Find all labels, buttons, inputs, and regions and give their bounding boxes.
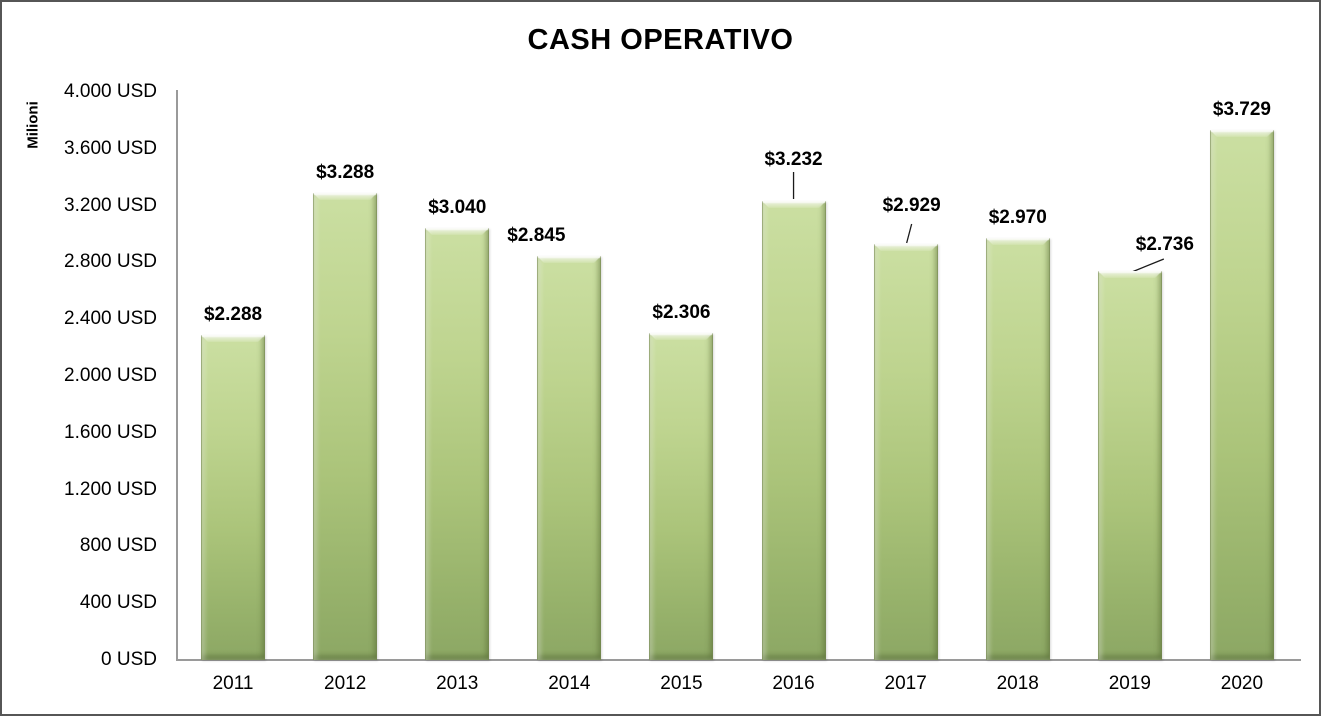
x-tick-label-2015: 2015 [660, 673, 703, 694]
x-tick-label-2018: 2018 [996, 673, 1039, 694]
leader-line-2017 [906, 223, 913, 244]
data-label-2011: $2.288 [203, 304, 263, 325]
data-label-2014: $2.845 [507, 225, 566, 246]
bar-2013 [425, 228, 489, 660]
y-tick-label: 1.600 USD [64, 421, 157, 443]
bar-2011 [201, 335, 265, 660]
data-label-2015: $2.306 [652, 302, 711, 323]
bar-2016 [762, 201, 826, 660]
x-tick-label-2020: 2020 [1220, 673, 1264, 694]
bar-2018 [986, 238, 1050, 660]
x-tick-label-2012: 2012 [324, 673, 367, 694]
x-tick-label-2016: 2016 [772, 673, 815, 694]
y-tick-label: 3.200 USD [64, 194, 157, 216]
y-tick-label: 800 USD [79, 535, 157, 557]
x-tick-label-2017: 2017 [884, 673, 927, 694]
bar-2015 [649, 333, 713, 660]
bar-2020 [1210, 130, 1274, 660]
data-label-2013: $3.040 [428, 197, 487, 218]
data-label-2019: $2.736 [1135, 234, 1194, 255]
chart-title: CASH OPERATIVO [527, 24, 794, 56]
y-tick-label: 3.600 USD [64, 137, 157, 159]
data-label-2012: $3.288 [316, 162, 375, 183]
data-label-2016: $3.232 [764, 149, 823, 170]
y-tick-label: 4.000 USD [64, 81, 157, 102]
bar-2019 [1098, 271, 1162, 660]
x-tick-label-2014: 2014 [548, 673, 591, 694]
y-tick-label: 2.000 USD [64, 365, 157, 386]
bar-2014 [537, 256, 601, 660]
y-tick-label: 0 USD [101, 649, 157, 670]
bar-2017 [874, 244, 938, 660]
y-tick-label: 400 USD [79, 592, 157, 614]
x-tick-label-2019: 2019 [1108, 673, 1151, 694]
bar-2012 [313, 193, 377, 660]
y-tick-label: 1.200 USD [64, 478, 157, 500]
x-axis-line [176, 659, 1301, 661]
y-tick-label: 2.400 USD [64, 308, 157, 330]
x-tick-label-2013: 2013 [436, 673, 479, 694]
data-label-2020: $3.729 [1212, 99, 1271, 120]
data-label-2018: $2.970 [988, 207, 1047, 228]
data-label-2017: $2.929 [882, 195, 941, 216]
x-tick-label-2011: 2011 [212, 673, 254, 694]
y-tick-label: 2.800 USD [64, 251, 157, 273]
y-axis-line [176, 90, 178, 661]
